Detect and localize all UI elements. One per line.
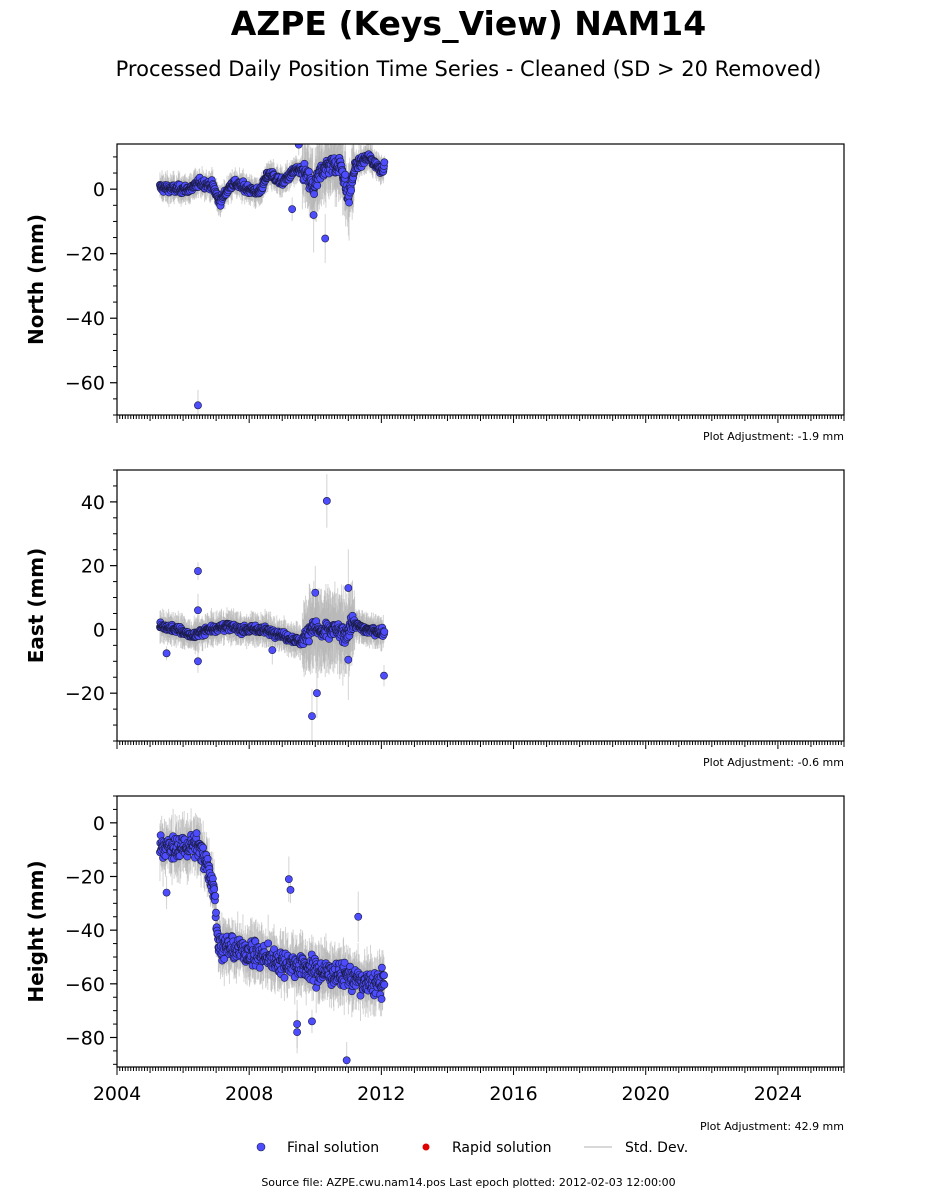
data-point <box>380 971 388 980</box>
data-point <box>192 829 201 838</box>
data-point <box>268 646 277 655</box>
data-point <box>378 963 386 972</box>
y-tick-label: −60 <box>65 373 105 395</box>
data-point <box>313 181 322 190</box>
y-tick-label: −80 <box>65 1027 105 1049</box>
legend-label: Final solution <box>287 1140 379 1156</box>
data-point <box>344 655 353 664</box>
data-point <box>305 637 313 646</box>
data-point <box>309 211 318 219</box>
legend-item: Std. Dev. <box>584 1140 688 1156</box>
legend-item: Rapid solution <box>422 1140 552 1156</box>
data-point <box>194 401 202 410</box>
data-point <box>310 190 319 198</box>
data-point <box>280 973 289 982</box>
data-point <box>380 627 389 636</box>
data-point <box>311 588 320 597</box>
y-tick-label: −40 <box>65 308 105 330</box>
panel-height: 0 −20 −40 −60 −80 2004 2008 2012 2016 2020 2024 Hei… <box>24 795 845 1133</box>
legend-marker-final <box>256 1142 266 1152</box>
y-tick-label: 0 <box>93 619 105 641</box>
data-point <box>220 954 229 963</box>
plot-adjustment-label: Plot Adjustment: 42.9 mm <box>700 1120 844 1133</box>
data-point <box>322 497 331 505</box>
data-point <box>308 712 316 721</box>
legend-marker-rapid <box>422 1143 430 1151</box>
data-point <box>162 888 171 897</box>
data-point <box>380 671 388 680</box>
y-axis-label: North (mm) <box>24 214 48 345</box>
y-tick-label: −40 <box>65 920 105 942</box>
data-point <box>203 854 212 863</box>
data-point <box>194 567 202 575</box>
y-tick-label: −20 <box>65 244 105 266</box>
y-tick-label: −60 <box>65 974 105 996</box>
x-tick-label: 2020 <box>622 1083 670 1105</box>
y-tick-label: 20 <box>81 556 105 578</box>
legend: Final solution Rapid solution Std. Dev. <box>256 1140 688 1156</box>
data-point <box>308 1017 316 1026</box>
data-point <box>199 843 208 852</box>
data-point <box>210 885 219 894</box>
data-point <box>294 144 303 149</box>
y-tick-label: −20 <box>65 866 105 888</box>
data-point <box>194 606 202 615</box>
y-tick-label: 0 <box>93 179 105 201</box>
legend-label: Std. Dev. <box>625 1140 688 1156</box>
axes-frame <box>116 469 845 742</box>
x-tick-label: 2004 <box>93 1083 141 1105</box>
data-point <box>347 186 356 195</box>
chart-title: AZPE (Keys_View) NAM14 <box>230 4 707 43</box>
data-point <box>380 980 389 989</box>
x-tick-label: 2024 <box>754 1083 802 1105</box>
data-point <box>212 908 220 917</box>
data-point <box>264 939 273 948</box>
x-tick-label: 2012 <box>357 1083 405 1105</box>
x-tick-label: 2008 <box>225 1083 273 1105</box>
data-layer <box>156 474 389 741</box>
data-point <box>321 234 330 243</box>
data-point <box>342 1056 351 1065</box>
data-point <box>286 886 295 894</box>
data-layer <box>156 144 389 415</box>
data-point <box>284 875 293 884</box>
data-point <box>340 958 349 967</box>
plot-adjustment-label: Plot Adjustment: -0.6 mm <box>703 756 844 769</box>
y-axis-label: Height (mm) <box>24 860 48 1002</box>
data-point <box>313 689 321 698</box>
data-point <box>211 892 220 900</box>
y-tick-label: −20 <box>65 683 105 705</box>
data-point <box>293 1020 301 1028</box>
plot-adjustment-label: Plot Adjustment: -1.9 mm <box>703 430 844 443</box>
y-tick-label: 40 <box>81 492 105 514</box>
data-point <box>341 170 350 179</box>
legend-label: Rapid solution <box>452 1140 552 1156</box>
data-point <box>293 1028 301 1037</box>
data-point <box>377 995 386 1003</box>
data-point <box>194 657 202 666</box>
y-axis-label: East (mm) <box>24 548 48 664</box>
data-point <box>380 158 389 167</box>
panel-north: 0 −20 −40 −60 North (mm) Plot Adjustment: -1.… <box>24 143 845 443</box>
chart-subtitle: Processed Daily Position Time Series - C… <box>115 57 822 81</box>
source-footer: Source file: AZPE.cwu.nam14.pos Last epo… <box>261 1176 676 1189</box>
data-point <box>345 198 353 207</box>
y-tick-label: 0 <box>93 813 105 835</box>
data-layer <box>156 808 389 1067</box>
data-point <box>354 912 363 921</box>
legend-item: Final solution <box>256 1140 379 1156</box>
x-tick-label: 2016 <box>489 1083 537 1105</box>
data-point <box>344 584 353 592</box>
data-point <box>305 167 313 176</box>
data-point <box>288 205 297 214</box>
data-point <box>162 649 171 658</box>
panel-east: 40 20 0 −20 East (mm) Plot Adjustment: -0.6 m… <box>24 469 845 769</box>
